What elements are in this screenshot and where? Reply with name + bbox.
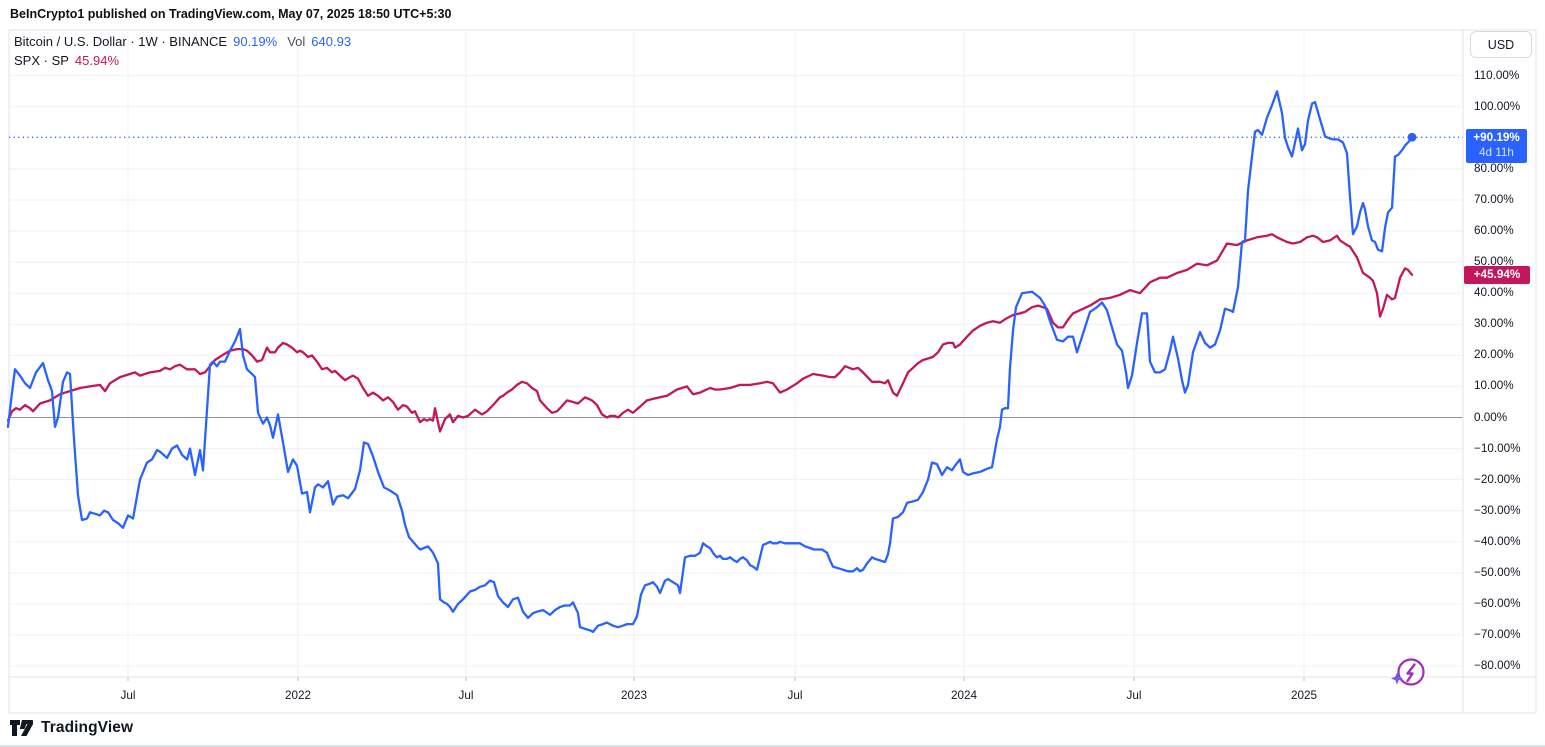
y-axis-label: −60.00%	[1474, 596, 1521, 610]
main-price-badge-value: +90.19%	[1473, 130, 1520, 144]
x-axis-label: Jul	[120, 689, 136, 702]
footer: TradingView	[10, 719, 133, 737]
compare-symbol-label: SPX · SP	[14, 53, 69, 68]
x-axis-label: 2024	[950, 689, 978, 702]
main-price-badge: +90.19% 4d 11h	[1466, 128, 1527, 163]
y-axis-label: 40.00%	[1474, 286, 1514, 300]
y-axis-label: 80.00%	[1474, 161, 1514, 175]
y-axis-label: −70.00%	[1474, 627, 1521, 641]
main-symbol-label: Bitcoin / U.S. Dollar · 1W · BINANCE	[14, 34, 228, 49]
series-line-compare	[6, 233, 1414, 433]
y-axis-label: 110.00%	[1474, 68, 1520, 82]
y-axis-label: 100.00%	[1474, 99, 1521, 113]
y-axis-label: 20.00%	[1474, 348, 1514, 362]
y-axis-label: −40.00%	[1474, 534, 1521, 548]
page-bottom-border	[0, 745, 1545, 747]
legend-row-compare[interactable]: SPX · SP 45.94%	[14, 52, 351, 69]
main-change-value: 90.19%	[233, 34, 278, 49]
currency-unit-button[interactable]: USD	[1470, 31, 1532, 58]
y-axis-label: −20.00%	[1474, 472, 1521, 486]
x-axis-label: Jul	[458, 689, 474, 702]
x-axis-label: Jul	[1126, 689, 1142, 702]
y-axis-label: 60.00%	[1474, 224, 1514, 238]
volume-value: 640.93	[311, 34, 352, 49]
compare-change-value: 45.94%	[74, 53, 120, 68]
y-axis-label: −50.00%	[1474, 565, 1521, 579]
main-price-badge-countdown: 4d 11h	[1479, 146, 1514, 160]
x-axis-label: 2023	[620, 689, 648, 702]
x-axis-label: Jul	[787, 689, 803, 702]
published-by-text: BeInCrypto1 published on TradingView.com…	[10, 7, 452, 21]
sparkle-icon	[1391, 672, 1403, 685]
tradingview-logo[interactable]	[10, 720, 33, 736]
y-axis-label: 70.00%	[1474, 193, 1514, 206]
boost-lightning-icon[interactable]	[1391, 658, 1425, 686]
y-axis-label: 30.00%	[1474, 317, 1514, 331]
y-axis-label: −10.00%	[1474, 441, 1521, 455]
y-axis-label: 50.00%	[1474, 255, 1514, 269]
x-axis-label: 2025	[1290, 689, 1318, 702]
compare-price-badge: +45.94%	[1464, 265, 1530, 284]
volume-label: Vol	[287, 34, 306, 49]
series-line-main	[6, 90, 1414, 634]
footer-brand-text: TradingView	[41, 719, 134, 736]
last-price-dot	[1407, 132, 1417, 142]
chart-legend: Bitcoin / U.S. Dollar · 1W · BINANCE 90.…	[14, 33, 351, 69]
y-axis-label: −30.00%	[1474, 503, 1521, 517]
y-axis-label: 0.00%	[1474, 410, 1508, 424]
legend-row-main[interactable]: Bitcoin / U.S. Dollar · 1W · BINANCE 90.…	[14, 33, 351, 50]
y-axis-label: 10.00%	[1474, 379, 1514, 393]
y-axis-label: −80.00%	[1474, 659, 1521, 673]
x-axis-label: 2022	[284, 689, 312, 702]
